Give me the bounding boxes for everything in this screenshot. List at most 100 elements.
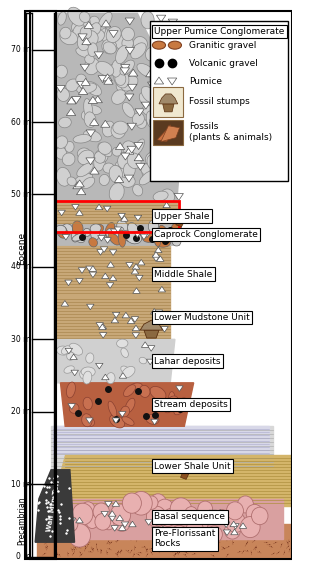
Polygon shape: [157, 15, 166, 22]
Circle shape: [81, 502, 95, 516]
Text: Pre-Florissant
Rocks: Pre-Florissant Rocks: [154, 529, 216, 549]
Ellipse shape: [142, 163, 156, 179]
Text: Caprock Conglomerate: Caprock Conglomerate: [154, 230, 258, 239]
Ellipse shape: [139, 170, 155, 185]
Ellipse shape: [87, 18, 98, 29]
Ellipse shape: [82, 414, 92, 427]
Polygon shape: [157, 256, 164, 262]
Text: 20 m: 20 m: [11, 407, 30, 416]
Ellipse shape: [76, 74, 86, 85]
Ellipse shape: [111, 187, 121, 202]
Ellipse shape: [145, 152, 159, 167]
Ellipse shape: [55, 147, 67, 159]
Ellipse shape: [85, 105, 102, 114]
Ellipse shape: [77, 163, 93, 177]
Circle shape: [246, 504, 263, 522]
Ellipse shape: [77, 30, 92, 51]
Ellipse shape: [168, 41, 181, 49]
Circle shape: [95, 513, 111, 530]
Ellipse shape: [120, 166, 131, 178]
Ellipse shape: [62, 153, 75, 166]
Circle shape: [72, 503, 93, 525]
Ellipse shape: [111, 60, 122, 77]
Polygon shape: [95, 363, 103, 369]
Ellipse shape: [106, 226, 114, 239]
Ellipse shape: [131, 43, 146, 59]
Ellipse shape: [120, 60, 135, 75]
Ellipse shape: [141, 86, 157, 103]
Polygon shape: [158, 354, 165, 360]
Ellipse shape: [121, 76, 138, 91]
Polygon shape: [231, 529, 238, 535]
Polygon shape: [108, 511, 116, 516]
Ellipse shape: [67, 352, 74, 361]
Circle shape: [197, 518, 208, 530]
Polygon shape: [161, 327, 168, 332]
Ellipse shape: [84, 58, 100, 75]
Ellipse shape: [109, 183, 124, 202]
Polygon shape: [99, 323, 107, 329]
Polygon shape: [94, 52, 104, 59]
Polygon shape: [125, 147, 134, 154]
Text: 30 m: 30 m: [11, 335, 30, 344]
Text: Lower Shale Unit: Lower Shale Unit: [154, 462, 231, 470]
Polygon shape: [127, 318, 135, 324]
Ellipse shape: [105, 223, 115, 238]
Polygon shape: [134, 215, 142, 221]
Ellipse shape: [57, 88, 69, 101]
Circle shape: [161, 511, 175, 527]
Polygon shape: [51, 426, 273, 470]
Ellipse shape: [90, 224, 101, 233]
Polygon shape: [158, 126, 168, 133]
Ellipse shape: [155, 67, 168, 79]
Ellipse shape: [116, 45, 128, 64]
Polygon shape: [132, 333, 140, 338]
Ellipse shape: [122, 416, 134, 426]
Polygon shape: [124, 175, 134, 182]
Ellipse shape: [147, 155, 157, 170]
Polygon shape: [131, 317, 139, 322]
Polygon shape: [152, 256, 160, 262]
Ellipse shape: [74, 173, 93, 186]
Ellipse shape: [143, 234, 156, 242]
Ellipse shape: [162, 67, 173, 76]
Circle shape: [130, 492, 152, 515]
Circle shape: [114, 514, 130, 531]
Ellipse shape: [85, 82, 101, 95]
Ellipse shape: [154, 118, 166, 133]
Circle shape: [63, 516, 78, 532]
Polygon shape: [140, 234, 148, 240]
FancyBboxPatch shape: [150, 21, 288, 181]
Circle shape: [150, 494, 166, 511]
Polygon shape: [106, 283, 114, 288]
Polygon shape: [78, 34, 87, 41]
Polygon shape: [101, 20, 111, 27]
Ellipse shape: [73, 135, 91, 143]
Polygon shape: [125, 94, 134, 101]
Polygon shape: [155, 310, 163, 316]
Polygon shape: [86, 158, 95, 165]
Polygon shape: [76, 278, 83, 284]
Ellipse shape: [146, 415, 159, 424]
Polygon shape: [98, 236, 105, 241]
Polygon shape: [86, 266, 93, 272]
Polygon shape: [122, 312, 130, 318]
Ellipse shape: [83, 30, 98, 46]
Polygon shape: [111, 526, 118, 531]
Polygon shape: [95, 204, 103, 210]
Ellipse shape: [71, 231, 79, 242]
Polygon shape: [168, 19, 178, 26]
Polygon shape: [146, 70, 155, 77]
Polygon shape: [72, 97, 81, 104]
Text: 10 m: 10 m: [11, 480, 30, 489]
Ellipse shape: [153, 41, 166, 49]
Polygon shape: [120, 68, 130, 75]
Ellipse shape: [78, 150, 94, 164]
Ellipse shape: [72, 221, 83, 235]
Ellipse shape: [112, 229, 123, 243]
Polygon shape: [37, 524, 292, 557]
Text: Legend: Legend: [154, 26, 197, 36]
Polygon shape: [68, 518, 76, 524]
Polygon shape: [75, 180, 84, 187]
Polygon shape: [153, 519, 160, 524]
